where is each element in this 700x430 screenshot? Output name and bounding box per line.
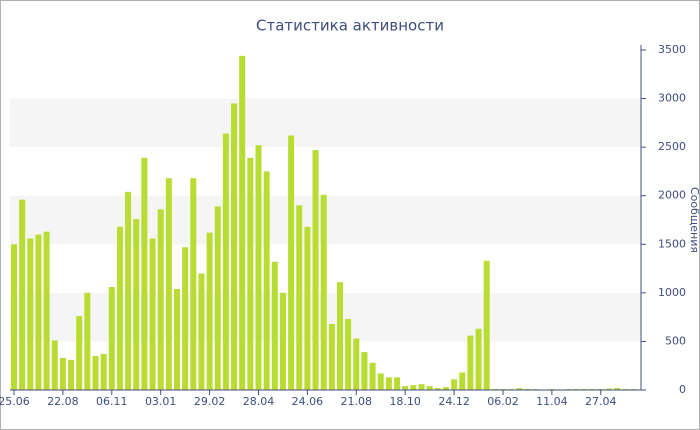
bar xyxy=(320,194,327,390)
y-tick-label: 1500 xyxy=(658,237,686,250)
x-tick-label: 03.01 xyxy=(145,395,177,408)
bar xyxy=(165,178,172,390)
bar xyxy=(214,206,221,390)
bar xyxy=(198,273,205,390)
bar xyxy=(605,388,612,390)
bar xyxy=(239,55,246,390)
bar xyxy=(100,354,107,390)
x-tick-label: 28.04 xyxy=(243,395,275,408)
y-axis-label: Сообщения xyxy=(688,187,700,253)
y-tick-label: 0 xyxy=(679,383,686,396)
bar xyxy=(459,372,466,390)
bar xyxy=(271,261,278,390)
bar xyxy=(467,335,474,390)
bar xyxy=(222,133,229,391)
bar xyxy=(141,157,148,390)
bar xyxy=(377,373,384,390)
y-tick-label: 3000 xyxy=(658,92,686,105)
bar xyxy=(43,231,50,390)
x-tick-label: 11.04 xyxy=(536,395,568,408)
y-tick-label: 3500 xyxy=(658,43,686,56)
bar xyxy=(133,219,140,390)
bar xyxy=(385,377,392,390)
bar xyxy=(263,171,270,390)
bar xyxy=(27,238,34,390)
bar xyxy=(182,247,189,390)
bar xyxy=(51,340,58,390)
bar xyxy=(410,385,417,390)
x-tick-label: 24.12 xyxy=(438,395,470,408)
bar xyxy=(279,292,286,390)
bar xyxy=(394,377,401,390)
bar xyxy=(312,150,319,390)
bar xyxy=(288,135,295,390)
bar xyxy=(255,145,262,390)
bar xyxy=(418,384,425,390)
x-tick-label: 27.04 xyxy=(585,395,617,408)
bar xyxy=(247,157,254,390)
bar xyxy=(426,386,433,390)
bar xyxy=(231,103,238,390)
bar xyxy=(108,287,115,390)
bar xyxy=(296,205,303,390)
y-tick-label: 1000 xyxy=(658,286,686,299)
bar xyxy=(353,338,360,390)
bar xyxy=(369,362,376,390)
bar xyxy=(304,226,311,390)
x-tick-label: 25.06 xyxy=(0,395,30,408)
bar xyxy=(483,260,490,390)
bar xyxy=(190,178,197,390)
bar xyxy=(345,319,352,390)
bar xyxy=(174,288,180,390)
bar xyxy=(434,388,441,390)
bar xyxy=(11,244,17,390)
bar xyxy=(337,282,343,390)
bar xyxy=(442,387,449,390)
y-tick-label: 2500 xyxy=(658,140,686,153)
bar xyxy=(361,352,368,390)
bar xyxy=(68,359,75,390)
x-tick-label: 22.08 xyxy=(47,395,79,408)
bar xyxy=(59,357,66,390)
x-tick-label: 18.10 xyxy=(389,395,421,408)
bar xyxy=(206,232,213,390)
x-tick-label: 29.02 xyxy=(194,395,226,408)
bar xyxy=(84,292,91,390)
bar xyxy=(149,238,156,390)
chart-title: Статистика активности xyxy=(256,17,444,35)
bar xyxy=(475,328,482,390)
bar xyxy=(92,356,99,390)
y-tick-label: 500 xyxy=(665,334,686,347)
x-tick-label: 21.08 xyxy=(341,395,373,408)
bar xyxy=(76,316,83,390)
x-tick-label: 06.02 xyxy=(487,395,519,408)
bar xyxy=(402,386,409,390)
x-tick-label: 24.06 xyxy=(292,395,324,408)
bar xyxy=(516,388,523,390)
grid-band xyxy=(10,98,641,148)
bar xyxy=(19,199,26,390)
bar xyxy=(116,226,123,390)
bar xyxy=(35,234,42,390)
bar xyxy=(328,323,335,390)
bar xyxy=(614,388,621,390)
bar xyxy=(125,191,132,390)
y-tick-label: 2000 xyxy=(658,189,686,202)
bar xyxy=(157,209,164,390)
bar xyxy=(451,379,458,390)
x-tick-label: 06.11 xyxy=(96,395,128,408)
